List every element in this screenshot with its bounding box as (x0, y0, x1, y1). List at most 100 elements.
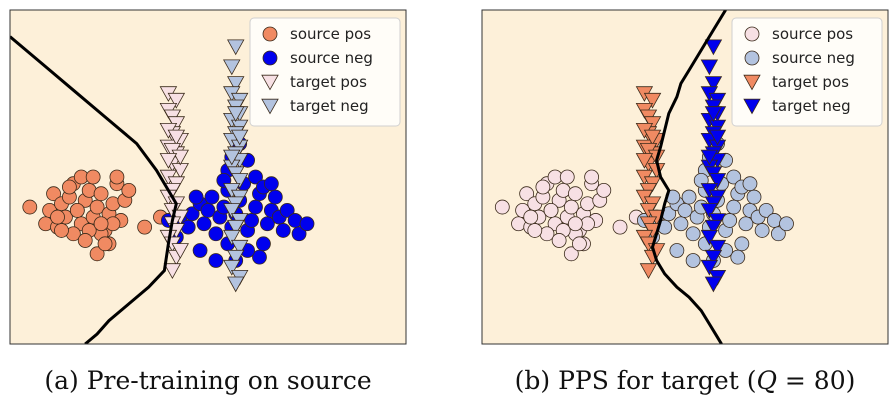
caption-a: (a) Pre-training on source (10, 366, 406, 395)
point-source-neg-5 (673, 216, 689, 232)
point-target-neg-31 (708, 129, 727, 146)
point-source-neg-19 (248, 199, 263, 215)
point-source-pos-36 (121, 182, 137, 198)
point-source-pos-27 (97, 236, 113, 252)
legend-label-target-neg: target neg (772, 97, 851, 115)
decision-boundary (650, 10, 727, 344)
point-source-neg-22 (259, 216, 275, 232)
point-target-neg-30 (704, 106, 723, 123)
point-source-neg-34 (726, 169, 742, 185)
point-source-neg-28 (766, 213, 782, 228)
point-source-pos-15 (93, 186, 109, 202)
point-source-pos-12 (555, 182, 571, 198)
point-target-neg-29 (223, 149, 241, 166)
legend-label-target-pos: target pos (290, 73, 367, 91)
point-source-pos-18 (580, 196, 595, 212)
point-source-neg-27 (279, 202, 295, 218)
point-target-neg-1 (700, 59, 719, 76)
point-source-neg-29 (770, 226, 786, 242)
point-source-neg-41 (299, 216, 315, 232)
point-source-pos-36 (596, 182, 612, 198)
point-source-pos-15 (567, 186, 583, 202)
caption-b-prefix: (b) PPS for target ( (514, 366, 757, 395)
point-source-neg-18 (722, 213, 738, 228)
point-source-pos-0 (22, 199, 38, 215)
point-source-pos-34 (85, 169, 101, 185)
point-source-neg-43 (188, 189, 204, 205)
series-target-pos (635, 86, 666, 280)
point-source-pos-38 (77, 233, 93, 248)
point-source-neg-40 (192, 243, 208, 258)
point-target-pos-26 (167, 129, 186, 146)
point-target-pos-24 (171, 243, 189, 259)
point-target-pos-23 (163, 263, 182, 280)
point-source-pos-14 (89, 199, 105, 215)
point-target-neg-2 (227, 76, 245, 92)
point-source-neg-8 (208, 226, 224, 242)
legend-marker-target-neg (743, 98, 761, 115)
point-target-neg-22 (704, 219, 723, 236)
point-source-neg-21 (734, 236, 750, 252)
point-source-neg-26 (275, 223, 291, 238)
point-source-pos-40 (567, 216, 583, 232)
point-target-neg-1 (223, 59, 241, 76)
legend-label-source-neg: source neg (772, 49, 855, 67)
series-target-neg (223, 39, 249, 293)
legend-marker-target-neg (261, 98, 279, 115)
point-target-neg-23 (700, 229, 719, 246)
point-source-neg-37 (208, 253, 224, 268)
point-source-pos-37 (523, 209, 539, 225)
point-source-pos-40 (93, 216, 109, 232)
point-source-neg-8 (685, 226, 701, 242)
point-source-pos-25 (54, 223, 69, 238)
legend-label-target-neg: target neg (290, 97, 369, 115)
caption-b-variable: Q (756, 366, 777, 395)
point-source-pos-24 (539, 226, 555, 242)
point-target-neg-24 (230, 239, 249, 256)
point-source-pos-26 (563, 246, 579, 262)
point-source-neg-21 (256, 236, 271, 252)
point-target-neg-20 (223, 203, 241, 219)
point-source-neg-39 (730, 249, 746, 265)
point-source-neg-36 (263, 176, 279, 192)
point-target-pos-1 (167, 92, 186, 109)
legend-marker-target-pos (743, 74, 761, 91)
point-source-neg-6 (200, 202, 216, 218)
point-source-neg-26 (754, 223, 770, 238)
point-source-pos-33 (62, 179, 77, 195)
point-source-pos-37 (50, 209, 65, 225)
point-target-neg-25 (227, 249, 245, 266)
series-source-pos (22, 169, 168, 262)
point-source-neg-7 (204, 189, 220, 205)
series-target-neg (700, 39, 727, 293)
legend: source pos source neg target pos target neg (731, 17, 883, 127)
point-source-neg-7 (681, 189, 697, 205)
point-source-neg-18 (244, 213, 259, 228)
point-source-pos-35 (109, 169, 125, 185)
point-source-neg-19 (726, 199, 742, 215)
point-target-neg-16 (230, 173, 249, 189)
point-source-neg-34 (248, 169, 263, 185)
point-target-neg-24 (708, 239, 727, 256)
point-source-neg-36 (742, 176, 758, 192)
point-target-neg-20 (700, 203, 719, 219)
panel-b: source pos source neg target pos target neg (481, 9, 889, 345)
point-source-pos-39 (69, 202, 85, 218)
point-target-pos-23 (639, 263, 658, 280)
caption-a-text: (a) Pre-training on source (44, 366, 372, 395)
legend-marker-source-pos (744, 26, 760, 42)
point-target-neg-0 (227, 39, 245, 56)
point-source-pos-0 (494, 199, 510, 215)
point-target-neg-16 (708, 173, 727, 189)
point-source-pos-30 (612, 219, 628, 235)
legend-box (249, 17, 401, 127)
point-source-neg-29 (291, 226, 307, 242)
point-target-neg-30 (227, 106, 245, 123)
legend-label-source-pos: source pos (772, 25, 853, 43)
point-target-neg-23 (223, 229, 241, 246)
legend-marker-target-pos (261, 74, 279, 91)
point-source-pos-1 (511, 216, 526, 232)
panel-a: source pos source neg target pos target neg (9, 9, 407, 345)
point-source-pos-26 (89, 246, 105, 262)
